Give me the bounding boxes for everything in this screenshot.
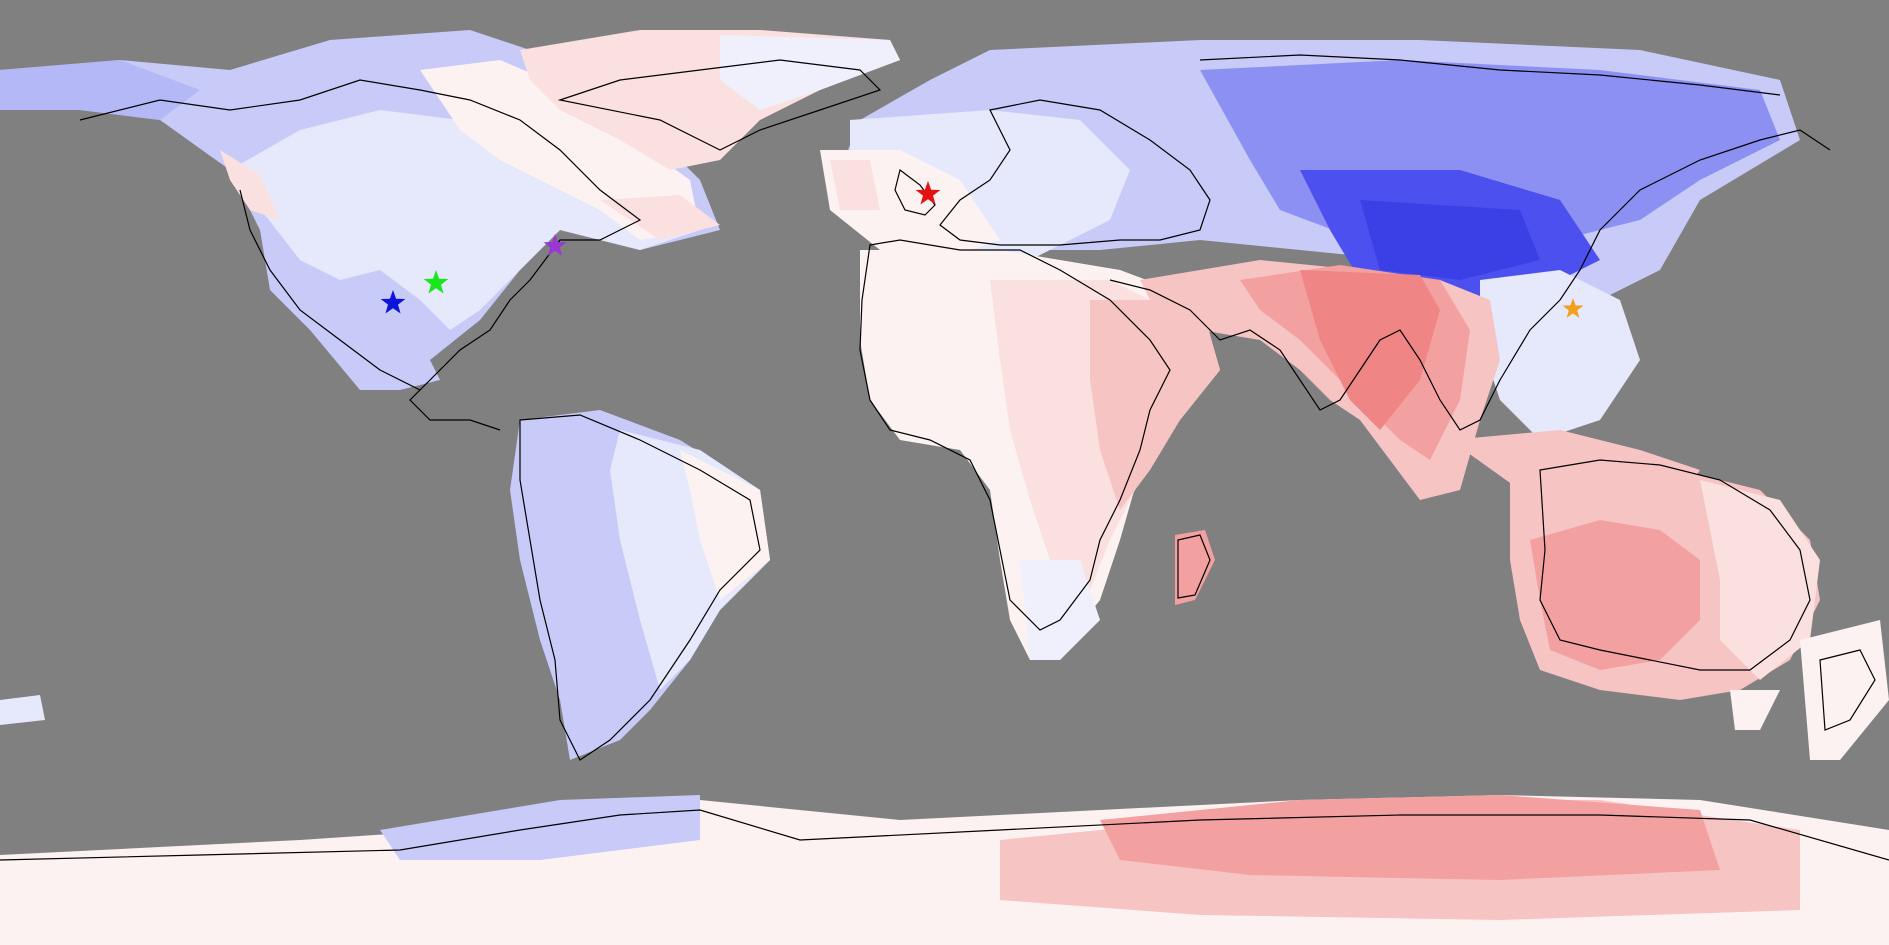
africa-region — [860, 250, 1220, 660]
south-asia-region — [1140, 260, 1500, 500]
eurasia-region — [820, 40, 1800, 440]
greenland-region — [520, 30, 900, 170]
australia-region — [1450, 430, 1889, 760]
antarctica-region — [0, 695, 1889, 945]
marker-orange-star[interactable] — [1562, 298, 1584, 318]
marker-purple-star[interactable] — [543, 234, 567, 256]
marker-red-star[interactable] — [915, 181, 941, 205]
coastlines — [0, 54, 1889, 861]
marker-green-star[interactable] — [423, 270, 449, 294]
location-markers — [380, 181, 1584, 318]
south-america-region — [510, 410, 770, 760]
marker-blue-star[interactable] — [380, 290, 406, 314]
